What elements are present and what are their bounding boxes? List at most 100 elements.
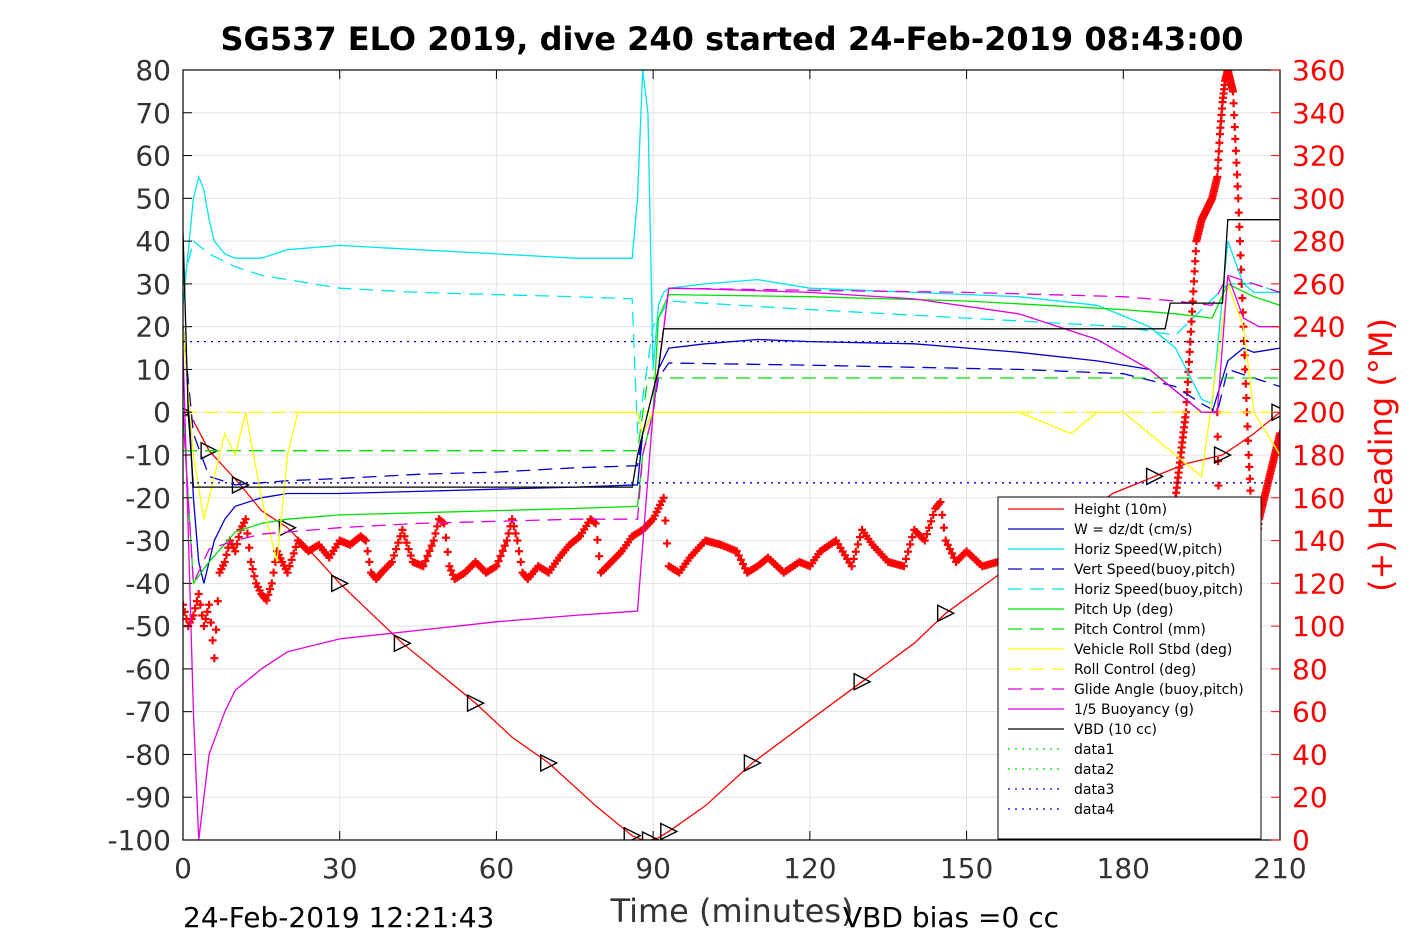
heading-marker xyxy=(262,596,271,605)
heading-marker xyxy=(271,557,280,566)
heading-marker xyxy=(1189,277,1198,286)
y2-tick-label: 240 xyxy=(1292,311,1345,344)
heading-marker xyxy=(291,542,300,551)
heading-marker xyxy=(508,515,517,524)
heading-marker xyxy=(402,538,411,547)
heading-marker xyxy=(1213,432,1222,441)
heading-marker xyxy=(509,522,518,531)
heading-marker xyxy=(732,547,741,556)
height-marker xyxy=(466,693,486,713)
series-line-11 xyxy=(183,219,1280,488)
heading-marker xyxy=(289,549,298,558)
heading-marker xyxy=(920,536,929,545)
heading-marker xyxy=(1246,486,1255,495)
legend-label: data3 xyxy=(1074,782,1114,798)
heading-marker xyxy=(1234,194,1243,203)
legend-label: Pitch Control (mm) xyxy=(1074,622,1206,638)
heading-marker xyxy=(1191,257,1200,266)
heading-marker xyxy=(361,536,370,545)
heading-marker xyxy=(1188,297,1197,306)
heading-marker xyxy=(212,625,221,634)
footer-vbd-bias: VBD bias =0 cc xyxy=(843,901,1059,934)
x-tick-label: 180 xyxy=(1097,852,1150,885)
heading-marker xyxy=(283,568,292,577)
y2-tick-label: 360 xyxy=(1292,54,1345,87)
heading-marker xyxy=(504,529,513,538)
heading-marker xyxy=(1241,379,1250,388)
heading-marker xyxy=(1241,365,1250,374)
heading-marker xyxy=(927,517,936,526)
heading-marker xyxy=(941,536,950,545)
heading-marker xyxy=(423,551,432,560)
height-marker xyxy=(743,753,762,773)
y2-tick-label: 0 xyxy=(1292,824,1310,857)
legend-label: Height (10m) xyxy=(1074,502,1167,518)
heading-marker xyxy=(1185,357,1194,366)
heading-marker xyxy=(246,557,255,566)
heading-marker xyxy=(1190,267,1199,276)
x-tick-label: 60 xyxy=(479,852,515,885)
heading-marker xyxy=(899,562,908,571)
heading-marker xyxy=(947,549,956,558)
heading-marker xyxy=(440,519,449,528)
heading-marker xyxy=(431,529,440,538)
heading-marker xyxy=(924,523,933,532)
heading-marker xyxy=(404,545,413,554)
legend-label: W = dz/dt (cm/s) xyxy=(1074,522,1193,538)
heading-marker xyxy=(1186,327,1195,336)
y-tick-label: -10 xyxy=(125,439,171,472)
legend-label: data4 xyxy=(1074,802,1115,818)
y-tick-label: 30 xyxy=(135,268,171,301)
heading-marker xyxy=(394,538,403,547)
legend-label: data2 xyxy=(1074,762,1114,778)
heading-marker xyxy=(738,560,747,569)
y2-tick-label: 100 xyxy=(1292,610,1345,643)
heading-marker xyxy=(734,551,743,560)
y-tick-label: -90 xyxy=(125,781,171,814)
heading-marker xyxy=(183,607,189,616)
legend-label: Vert Speed(buoy,pitch) xyxy=(1074,562,1236,578)
y-tick-label: 60 xyxy=(135,140,171,173)
heading-marker xyxy=(1234,208,1243,217)
y-tick-label: -30 xyxy=(125,525,171,558)
height-marker xyxy=(1145,467,1165,486)
heading-marker xyxy=(1187,317,1196,326)
y-tick-label: -20 xyxy=(125,482,171,515)
heading-marker xyxy=(222,550,231,559)
heading-marker xyxy=(1240,336,1249,345)
legend: Height (10m) W = dz/dt (cm/s) Horiz Speed(… xyxy=(997,496,1262,840)
y-tick-label: -40 xyxy=(125,567,171,600)
heading-marker xyxy=(929,510,938,519)
heading-marker xyxy=(206,618,215,627)
series-plot xyxy=(183,70,1280,840)
heading-marker xyxy=(1238,294,1247,303)
x-tick-label: 210 xyxy=(1253,852,1306,885)
heading-marker xyxy=(194,590,203,599)
legend-label: Glide Angle (buoy,pitch) xyxy=(1074,682,1244,698)
heading-marker xyxy=(496,551,505,560)
y2-tick-label: 120 xyxy=(1292,567,1345,600)
footer-timestamp: 24-Feb-2019 12:21:43 xyxy=(183,901,494,934)
height-marker xyxy=(331,574,350,593)
heading-marker xyxy=(196,600,205,609)
heading-marker xyxy=(736,555,745,564)
heading-marker xyxy=(445,562,454,571)
y2-tick-label: 300 xyxy=(1292,182,1345,215)
heading-marker xyxy=(593,535,602,544)
heading-marker xyxy=(1235,237,1244,246)
y2-tick-label: 260 xyxy=(1292,268,1345,301)
heading-marker xyxy=(1229,99,1238,108)
heading-marker xyxy=(847,562,856,571)
y2-tick-label: 280 xyxy=(1292,225,1345,258)
heading-marker xyxy=(205,600,214,609)
x-tick-label: 120 xyxy=(783,852,836,885)
heading-marker xyxy=(429,536,438,545)
heading-marker xyxy=(421,557,430,566)
height-marker xyxy=(1213,445,1233,465)
y2-tick-label: 80 xyxy=(1292,653,1328,686)
height-marker xyxy=(660,822,679,840)
y-tick-label: -60 xyxy=(125,653,171,686)
heading-marker xyxy=(199,622,208,631)
heading-marker xyxy=(443,547,452,556)
